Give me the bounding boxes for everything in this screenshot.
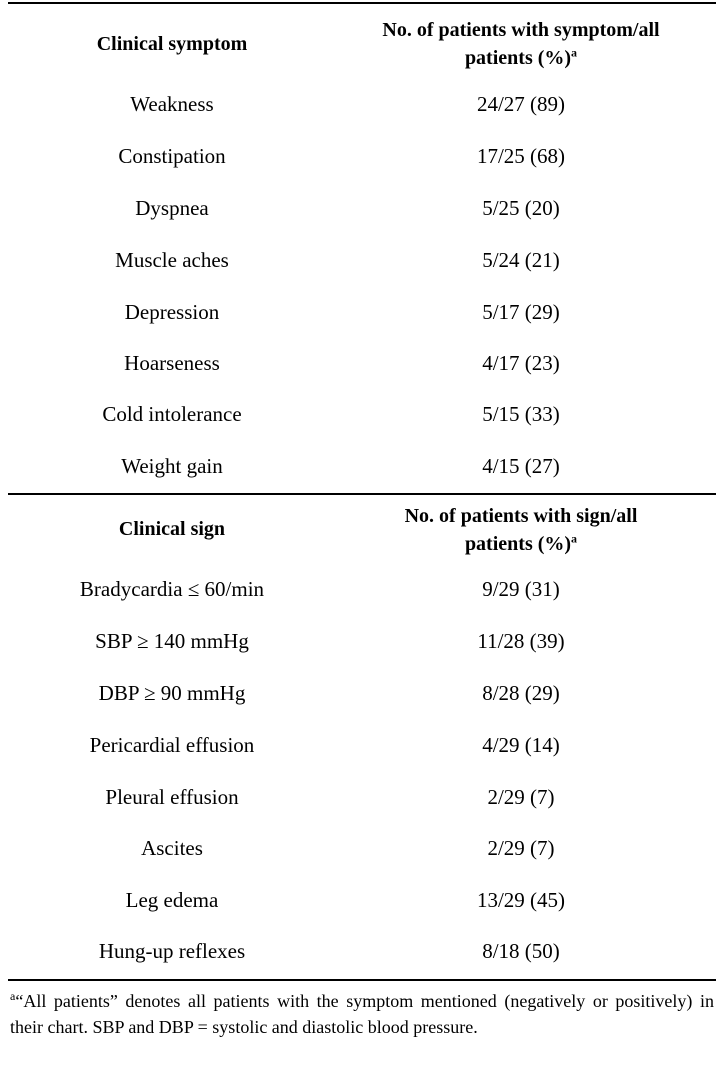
symptom-count: 5/17 (29): [482, 300, 560, 324]
sign-header-label: Clinical sign: [118, 518, 226, 540]
sign-row: SBP ≥ 140 mmHg 11/28 (39): [0, 615, 720, 667]
symptom-count: 24/27 (89): [476, 92, 566, 116]
sign-count: 8/18 (50): [482, 939, 560, 963]
sign-label: Bradycardia ≤ 60/min: [79, 577, 265, 601]
sign-row: Bradycardia ≤ 60/min 9/29 (31): [0, 563, 720, 615]
footnote-text: “All patients” denotes all patients with…: [10, 991, 714, 1037]
sign-row: Pleural effusion 2/29 (7): [0, 771, 720, 823]
symptom-label: Hoarseness: [124, 351, 220, 375]
sign-header-count-line1: No. of patients with sign/all: [404, 505, 638, 527]
sign-label: SBP ≥ 140 mmHg: [95, 629, 249, 653]
bottom-rule: [8, 979, 716, 981]
footnote-marker: a: [571, 45, 578, 60]
footnote: a“All patients” denotes all patients wit…: [10, 988, 714, 1040]
sign-label: Pleural effusion: [105, 785, 239, 809]
symptom-label: Weakness: [130, 92, 214, 116]
symptom-count: 5/15 (33): [482, 402, 560, 426]
symptom-row: Weight gain 4/15 (27): [0, 440, 720, 492]
footnote-marker: a: [571, 531, 578, 546]
sign-row: Pericardial effusion 4/29 (14): [0, 719, 720, 771]
top-rule: [8, 2, 716, 4]
sign-count: 13/29 (45): [476, 888, 566, 912]
sign-count: 4/29 (14): [482, 733, 560, 757]
symptom-header-count-line1: No. of patients with symptom/all: [382, 19, 660, 41]
symptom-label: Dyspnea: [135, 196, 209, 220]
sign-row: DBP ≥ 90 mmHg 8/28 (29): [0, 667, 720, 719]
symptom-row: Hoarseness 4/17 (23): [0, 337, 720, 389]
symptom-label: Muscle aches: [115, 248, 229, 272]
sign-row: Hung-up reflexes 8/18 (50): [0, 925, 720, 977]
section-divider: [8, 493, 716, 495]
symptom-header-count: No. of patients with symptom/all patient…: [328, 16, 714, 72]
symptom-count: 17/25 (68): [476, 144, 566, 168]
sign-count: 2/29 (7): [487, 785, 555, 809]
symptom-count: 5/25 (20): [482, 196, 560, 220]
symptom-count: 4/15 (27): [482, 454, 560, 478]
symptom-row: Cold intolerance 5/15 (33): [0, 388, 720, 440]
sign-count: 8/28 (29): [482, 681, 560, 705]
sign-count: 11/28 (39): [477, 629, 565, 653]
sign-label: Leg edema: [125, 888, 219, 912]
symptom-row: Muscle aches 5/24 (21): [0, 234, 720, 286]
sign-count: 9/29 (31): [482, 577, 560, 601]
symptom-count: 4/17 (23): [482, 351, 560, 375]
symptom-label: Depression: [124, 300, 220, 324]
symptom-row: Constipation 17/25 (68): [0, 130, 720, 182]
sign-row: Leg edema 13/29 (45): [0, 874, 720, 926]
symptom-header-count-line2: patients (%)a: [464, 45, 578, 69]
symptom-label: Weight gain: [121, 454, 223, 478]
symptom-row: Weakness 24/27 (89): [0, 78, 720, 130]
sign-row: Ascites 2/29 (7): [0, 822, 720, 874]
symptom-label: Constipation: [118, 144, 226, 168]
sign-label: Hung-up reflexes: [98, 939, 246, 963]
symptom-row: Depression 5/17 (29): [0, 286, 720, 338]
symptom-header-label: Clinical symptom: [96, 33, 248, 55]
sign-header-count-line2: patients (%)a: [464, 531, 578, 555]
footnote-marker: a: [10, 989, 16, 1003]
sign-label: DBP ≥ 90 mmHg: [98, 681, 246, 705]
symptom-count: 5/24 (21): [482, 248, 560, 272]
symptom-row: Dyspnea 5/25 (20): [0, 182, 720, 234]
sign-header-count: No. of patients with sign/all patients (…: [328, 502, 714, 558]
sign-label: Ascites: [141, 836, 203, 860]
sign-count: 2/29 (7): [487, 836, 555, 860]
symptom-label: Cold intolerance: [102, 402, 242, 426]
sign-label: Pericardial effusion: [89, 733, 255, 757]
